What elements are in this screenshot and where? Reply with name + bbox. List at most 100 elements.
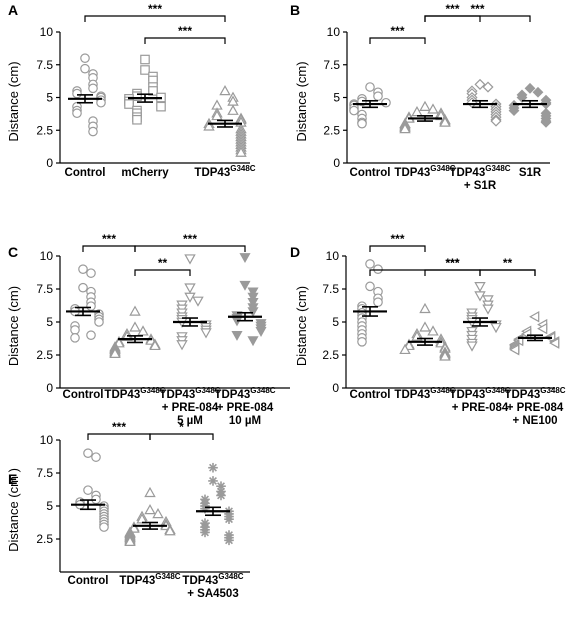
data-point	[524, 82, 536, 94]
y-tick-label: 10	[40, 433, 54, 447]
significance-bracket: ***	[82, 232, 136, 252]
data-point	[137, 325, 149, 336]
data-point	[83, 448, 93, 458]
y-axis-label: Distance (cm)	[6, 61, 21, 141]
significance-label: ***	[390, 24, 404, 38]
data-point	[439, 116, 451, 127]
data-point	[399, 343, 411, 355]
data-point	[419, 321, 431, 332]
data-point	[152, 507, 164, 519]
data-point	[140, 65, 150, 75]
y-tick-label: 10	[327, 25, 341, 39]
data-point	[439, 350, 451, 361]
data-point	[192, 296, 204, 307]
series-group	[203, 85, 247, 157]
y-tick-label: 2.5	[36, 348, 53, 362]
data-point	[357, 118, 367, 129]
series-group	[68, 53, 106, 137]
y-tick-label: 0	[333, 156, 340, 170]
data-point	[365, 82, 375, 92]
series-group	[463, 78, 502, 127]
category-label: TDP43G348C	[104, 386, 165, 401]
series-group	[124, 486, 176, 546]
data-point	[419, 100, 431, 111]
series-group	[228, 253, 267, 347]
data-point	[124, 535, 136, 546]
y-tick-label: 5	[46, 315, 53, 329]
data-point	[129, 321, 141, 332]
panel-label: D	[290, 244, 300, 260]
data-point	[200, 328, 212, 339]
y-tick-label: 5	[46, 499, 53, 513]
y-tick-label: 7.5	[323, 58, 340, 72]
series-group	[71, 448, 109, 532]
data-point	[83, 485, 93, 495]
data-point	[537, 322, 548, 335]
data-point	[129, 305, 141, 316]
significance-label: ***	[445, 256, 459, 270]
data-point	[78, 282, 88, 293]
significance-bracket: ***	[87, 420, 151, 440]
data-point	[80, 53, 90, 63]
data-point	[86, 301, 96, 311]
data-point	[490, 115, 502, 127]
data-point	[381, 97, 391, 108]
data-point	[365, 281, 375, 292]
significance-label: ***	[470, 2, 484, 16]
significance-bracket: ***	[134, 232, 246, 252]
data-point	[149, 339, 161, 351]
data-point	[99, 522, 109, 532]
category-label: + S1R	[464, 180, 497, 192]
y-tick-label: 5	[333, 91, 340, 105]
data-point	[227, 104, 239, 115]
category-label: TDP43G348C	[504, 386, 565, 401]
data-point	[255, 327, 267, 337]
category-label: TDP43G348C	[214, 386, 275, 401]
data-point	[144, 486, 156, 498]
category-label: + PRE-084	[452, 402, 509, 414]
data-point	[203, 120, 215, 131]
data-point	[540, 116, 552, 128]
data-point	[247, 292, 259, 303]
y-tick-label: 2.5	[322, 348, 339, 362]
data-point	[224, 535, 234, 546]
y-axis-label: Distance (cm )	[6, 468, 21, 552]
data-point	[239, 280, 251, 291]
data-point	[216, 490, 226, 501]
series-group	[399, 100, 451, 134]
significance-label: *	[179, 420, 184, 434]
data-point	[80, 63, 90, 74]
category-label: + NE100	[512, 415, 557, 427]
category-label: TDP43G348C	[394, 386, 455, 401]
data-point	[373, 297, 383, 307]
significance-label: ***	[445, 2, 459, 16]
significance-bracket: **	[479, 256, 536, 276]
y-tick-label: 0	[46, 156, 53, 170]
data-point	[532, 86, 544, 98]
data-point	[88, 126, 98, 137]
significance-bracket: ***	[84, 2, 226, 22]
category-label: S1R	[519, 167, 542, 179]
data-point	[247, 287, 259, 298]
data-point	[247, 307, 259, 318]
data-point	[91, 452, 101, 462]
significance-label: **	[158, 256, 168, 270]
category-label: TDP43G348C	[159, 386, 220, 401]
data-point	[72, 88, 82, 99]
data-point	[70, 333, 80, 343]
category-label: Control	[68, 575, 109, 587]
category-label: Control	[65, 167, 106, 179]
category-label: TDP43G348C	[194, 164, 255, 179]
category-label: Control	[63, 389, 104, 401]
data-point	[156, 101, 166, 112]
panel-label: C	[8, 244, 18, 260]
y-tick-label: 0	[46, 381, 53, 395]
data-point	[508, 105, 520, 117]
data-point	[521, 328, 532, 340]
data-point	[239, 253, 251, 264]
category-label: TDP43G348C	[449, 164, 510, 179]
data-point	[466, 341, 478, 352]
data-point	[474, 291, 486, 302]
